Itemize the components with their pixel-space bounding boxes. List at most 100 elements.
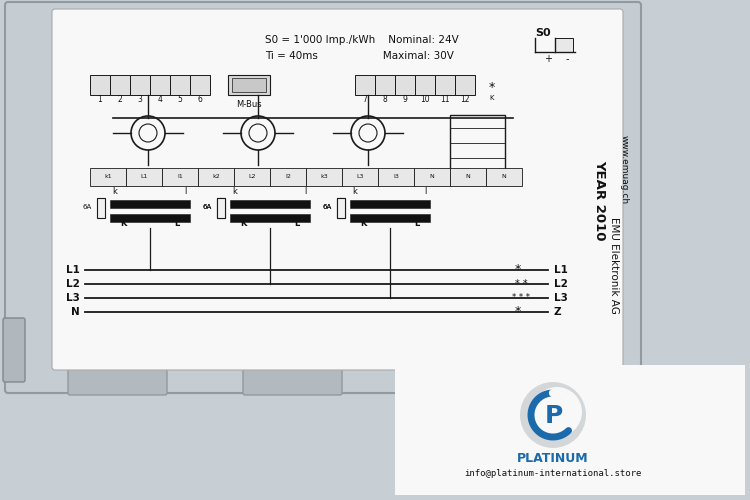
Text: K: K <box>490 95 494 101</box>
Text: 6A: 6A <box>82 204 92 210</box>
Bar <box>306 168 342 186</box>
Bar <box>395 75 415 95</box>
Text: L1: L1 <box>66 265 80 275</box>
Bar <box>230 200 310 208</box>
Circle shape <box>359 124 377 142</box>
Bar <box>130 75 150 95</box>
Text: L: L <box>414 219 420 228</box>
Text: L3: L3 <box>356 174 364 180</box>
Text: PLATINUM: PLATINUM <box>518 452 589 466</box>
Text: *: * <box>514 264 521 276</box>
Text: l: l <box>184 187 186 196</box>
FancyBboxPatch shape <box>52 9 623 370</box>
Text: k: k <box>232 187 238 196</box>
Text: I1: I1 <box>177 174 183 180</box>
Bar <box>162 168 198 186</box>
Bar <box>110 200 190 208</box>
Text: 4: 4 <box>158 95 163 104</box>
Text: k3: k3 <box>320 174 328 180</box>
Text: Z: Z <box>554 307 562 317</box>
Bar <box>228 75 270 95</box>
FancyBboxPatch shape <box>68 366 167 395</box>
Text: S0 = 1'000 Imp./kWh    Nominal: 24V: S0 = 1'000 Imp./kWh Nominal: 24V <box>265 35 459 45</box>
FancyBboxPatch shape <box>5 2 641 393</box>
Text: I3: I3 <box>393 174 399 180</box>
Text: L2: L2 <box>248 174 256 180</box>
Text: -: - <box>566 54 568 64</box>
Bar <box>355 75 375 95</box>
Bar <box>450 168 486 186</box>
Bar <box>170 75 190 95</box>
Text: 6A: 6A <box>202 204 212 210</box>
Bar <box>375 75 395 95</box>
Bar <box>90 75 110 95</box>
Text: L1: L1 <box>554 265 568 275</box>
Bar <box>337 198 345 218</box>
Text: N: N <box>71 307 80 317</box>
Bar <box>234 168 270 186</box>
Text: 2: 2 <box>118 95 122 104</box>
Text: www.emuag.ch: www.emuag.ch <box>620 136 628 204</box>
Text: K: K <box>120 219 126 228</box>
Text: 9: 9 <box>403 95 407 104</box>
Text: L2: L2 <box>66 279 80 289</box>
Text: l: l <box>424 187 426 196</box>
Text: 7: 7 <box>362 95 368 104</box>
Text: S0: S0 <box>535 28 550 38</box>
Text: 12: 12 <box>460 95 470 104</box>
Text: 6: 6 <box>197 95 202 104</box>
Text: L3: L3 <box>554 293 568 303</box>
Text: L: L <box>294 219 299 228</box>
Text: YEAR 2010: YEAR 2010 <box>593 160 607 240</box>
Text: L1: L1 <box>140 174 148 180</box>
Bar <box>232 78 266 92</box>
Bar <box>337 198 345 218</box>
Bar <box>270 168 306 186</box>
Text: K: K <box>240 219 246 228</box>
Text: *: * <box>514 306 521 318</box>
Bar <box>150 75 170 95</box>
Text: +: + <box>544 54 552 64</box>
Circle shape <box>520 382 586 448</box>
Text: I2: I2 <box>285 174 291 180</box>
Text: *: * <box>489 81 495 94</box>
Bar <box>378 168 414 186</box>
Bar <box>110 214 190 222</box>
Bar <box>350 214 430 222</box>
Text: M-Bus: M-Bus <box>236 100 262 109</box>
Bar <box>110 75 130 95</box>
FancyBboxPatch shape <box>243 366 342 395</box>
Bar <box>230 214 310 222</box>
Text: Ti = 40ms                    Maximal: 30V: Ti = 40ms Maximal: 30V <box>265 51 454 61</box>
Circle shape <box>241 116 275 150</box>
Text: * * *: * * * <box>512 294 530 302</box>
Text: 8: 8 <box>382 95 387 104</box>
Circle shape <box>532 387 582 437</box>
Text: P: P <box>544 404 563 428</box>
Bar <box>555 38 573 52</box>
Text: k: k <box>112 187 118 196</box>
Bar <box>198 168 234 186</box>
Text: 6A: 6A <box>322 204 332 210</box>
Text: 10: 10 <box>420 95 430 104</box>
Circle shape <box>139 124 157 142</box>
Text: 6A: 6A <box>202 204 212 210</box>
Bar <box>435 75 455 95</box>
Bar <box>126 168 162 186</box>
Text: 3: 3 <box>137 95 142 104</box>
Text: EMU Elektronik AG: EMU Elektronik AG <box>609 216 619 314</box>
Text: k1: k1 <box>104 174 112 180</box>
Text: N: N <box>466 174 470 180</box>
Bar <box>97 198 105 218</box>
Bar <box>486 168 522 186</box>
Bar <box>450 115 505 170</box>
Bar <box>217 198 225 218</box>
Text: 6A: 6A <box>322 204 332 210</box>
Bar <box>190 75 210 95</box>
Text: l: l <box>304 187 306 196</box>
Text: L: L <box>174 219 180 228</box>
Bar <box>415 75 435 95</box>
Text: L3: L3 <box>66 293 80 303</box>
Bar <box>455 75 475 95</box>
Bar <box>217 198 225 218</box>
